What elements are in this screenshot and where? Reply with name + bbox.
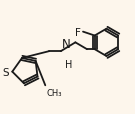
Text: N: N — [62, 38, 71, 51]
Text: CH₃: CH₃ — [46, 88, 62, 97]
Text: F: F — [75, 27, 81, 37]
Text: H: H — [65, 59, 72, 69]
Text: S: S — [3, 67, 9, 77]
